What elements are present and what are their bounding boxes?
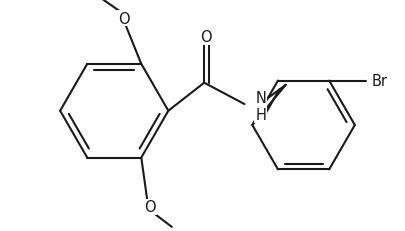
Text: O: O	[200, 30, 212, 45]
Text: O: O	[118, 12, 129, 27]
Text: Br: Br	[372, 73, 388, 88]
Text: N
H: N H	[255, 91, 266, 123]
Text: O: O	[144, 200, 156, 215]
